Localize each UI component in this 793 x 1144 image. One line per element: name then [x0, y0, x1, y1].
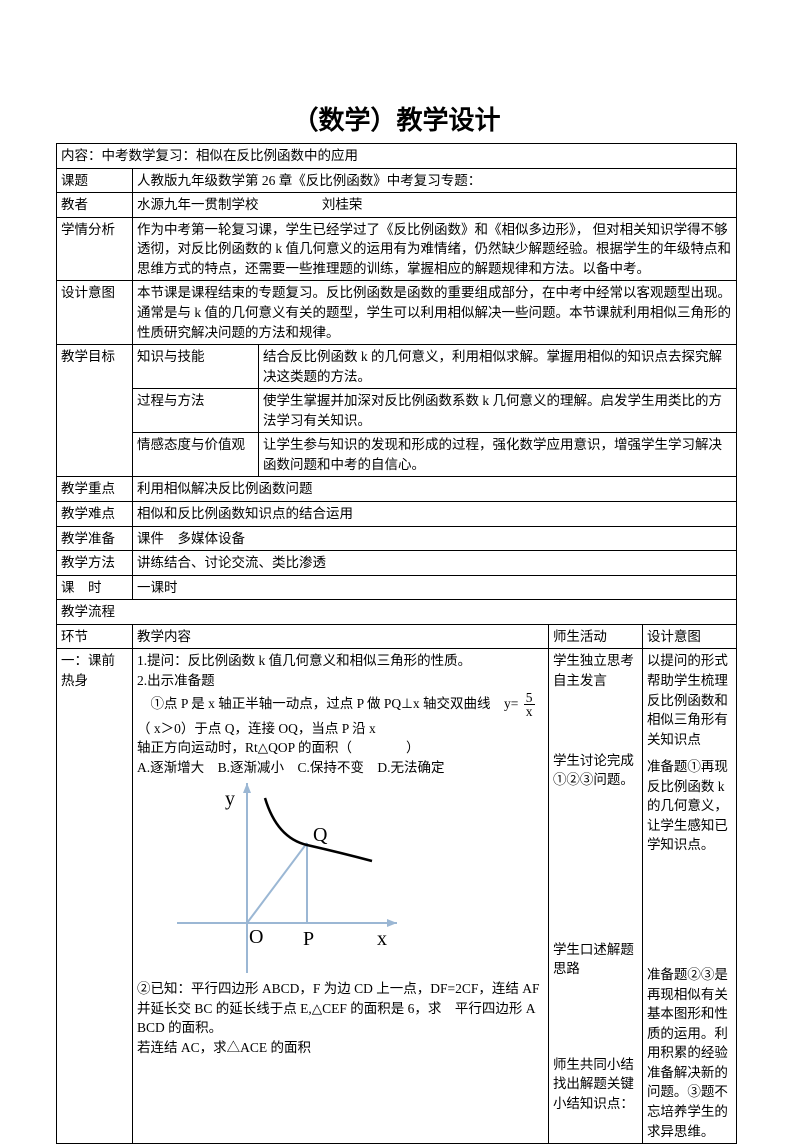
teacher-label: 教者: [57, 193, 133, 218]
content-header: 内容：中考数学复习：相似在反比例函数中的应用: [57, 144, 737, 169]
period-value: 一课时: [133, 575, 737, 600]
sec1-int2: 准备题①再现反比例函数 k的几何意义，让学生感知已学知识点。: [647, 757, 732, 855]
intent-label: 设计意图: [57, 281, 133, 345]
y-axis-arrow-icon: [243, 783, 251, 793]
label-y: y: [225, 788, 235, 810]
teacher-name: 刘桂荣: [322, 195, 363, 215]
prep-label: 教学准备: [57, 526, 133, 551]
prep-value: 课件 多媒体设备: [133, 526, 737, 551]
goal-sub2-label: 过程与方法: [133, 389, 259, 433]
topic-label: 课题: [57, 168, 133, 193]
sec1-act4: 师生共同小结找出解题关键小结知识点：: [553, 1055, 638, 1114]
sec1-act1: 学生独立思考自主发言: [553, 651, 638, 690]
focus-label: 教学重点: [57, 477, 133, 502]
flow-col2: 教学内容: [133, 624, 549, 649]
frac-bot: x: [524, 705, 535, 719]
label-Q: Q: [313, 824, 328, 846]
sec1-act2: 学生讨论完成①②③问题。: [553, 751, 638, 790]
topic-value: 人教版九年级数学第 26 章《反比例函数》中考复习专题：: [133, 168, 737, 193]
flow-col3: 师生活动: [548, 624, 642, 649]
sec1-q1-c: 轴正方向运动时，Rt△QOP 的面积（ ）: [137, 738, 544, 758]
period-label: 课 时: [57, 575, 133, 600]
flow-label: 教学流程: [57, 600, 737, 625]
analysis-label: 学情分析: [57, 217, 133, 281]
hyperbola-diagram: y x O P Q: [177, 783, 397, 973]
sec1-q1: ①点 P 是 x 轴正半轴一动点，过点 P 做 PQ⊥x 轴交双曲线 y= 5 …: [137, 691, 544, 739]
sec1-q2-a: ②已知：平行四边形 ABCD，F 为边 CD 上一点，DF=2CF，连结 AF …: [137, 979, 544, 1038]
sec1-int3: 准备题②③是再现相似有关基本图形和性质的运用。利用积累的经验准备解决新的问题。③…: [647, 965, 732, 1141]
flow-col4: 设计意图: [642, 624, 736, 649]
focus-value: 利用相似解决反比例函数问题: [133, 477, 737, 502]
sec1-q1-a: ①点 P 是 x 轴正半轴一动点，过点 P 做 PQ⊥x 轴交双曲线 y=: [137, 696, 522, 711]
lesson-plan-table: 内容：中考数学复习：相似在反比例函数中的应用 课题 人教版九年级数学第 26 章…: [56, 143, 737, 1144]
fraction-icon: 5 x: [524, 691, 535, 719]
x-axis-arrow-icon: [387, 919, 397, 927]
OQ-line: [247, 843, 307, 923]
goal-label: 教学目标: [57, 345, 133, 477]
label-x: x: [377, 928, 387, 950]
sec1-q2-b: 若连结 AC，求△ACE 的面积: [137, 1038, 544, 1058]
difficulty-label: 教学难点: [57, 502, 133, 527]
section1-activity: 学生独立思考自主发言 学生讨论完成①②③问题。 学生口述解题思路 师生共同小结找…: [548, 649, 642, 1144]
goal-sub3-label: 情感态度与价值观: [133, 433, 259, 477]
sec1-line2: 2.出示准备题: [137, 671, 544, 691]
section1-content: 1.提问：反比例函数 k 值几何意义和相似三角形的性质。 2.出示准备题 ①点 …: [133, 649, 549, 1144]
teacher-school: 水源九年一贯制学校: [137, 197, 259, 212]
method-value: 讲练结合、讨论交流、类比渗透: [133, 551, 737, 576]
analysis-value: 作为中考第一轮复习课，学生已经学过了《反比例函数》和《相似多边形》， 但对相关知…: [133, 217, 737, 281]
frac-top: 5: [524, 691, 535, 706]
section1-intent: 以提问的形式帮助学生梳理反比例函数和相似三角形有关知识点 准备题①再现反比例函数…: [642, 649, 736, 1144]
page-title: （数学）教学设计: [56, 100, 737, 137]
goal-sub1-value: 结合反比例函数 k 的几何意义，利用相似求解。掌握用相似的知识点去探究解决这类题…: [259, 345, 737, 389]
intent-value: 本节课是课程结束的专题复习。反比例函数是函数的重要组成部分，在中考中经常以客观题…: [133, 281, 737, 345]
sec1-q1-opts: A.逐渐增大 B.逐渐减小 C.保持不变 D.无法确定: [137, 758, 544, 778]
sec1-int1: 以提问的形式帮助学生梳理反比例函数和相似三角形有关知识点: [647, 651, 732, 749]
teacher-value: 水源九年一贯制学校 刘桂荣: [133, 193, 737, 218]
method-label: 教学方法: [57, 551, 133, 576]
diagram-svg: y x O P Q: [177, 783, 397, 973]
sec1-line1: 1.提问：反比例函数 k 值几何意义和相似三角形的性质。: [137, 651, 544, 671]
section1-label: 一：课前热身: [57, 649, 133, 1144]
flow-col1: 环节: [57, 624, 133, 649]
difficulty-value: 相似和反比例函数知识点的结合运用: [133, 502, 737, 527]
sec1-act3: 学生口述解题思路: [553, 940, 638, 979]
goal-sub1-label: 知识与技能: [133, 345, 259, 389]
goal-sub2-value: 使学生掌握并加深对反比例函数系数 k 几何意义的理解。启发学生用类比的方法学习有…: [259, 389, 737, 433]
label-P: P: [303, 928, 314, 950]
label-O: O: [249, 926, 263, 948]
goal-sub3-value: 让学生参与知识的发现和形成的过程，强化数学应用意识，增强学生学习解决函数问题和中…: [259, 433, 737, 477]
